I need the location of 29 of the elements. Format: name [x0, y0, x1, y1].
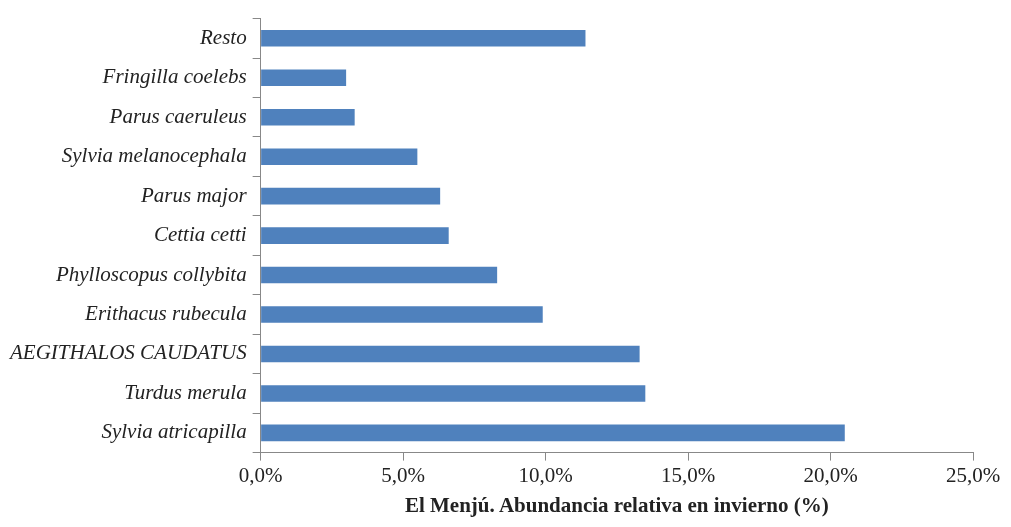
bar: [261, 108, 355, 126]
x-tick-label: 10,0%: [518, 462, 573, 487]
y-tick-label: Resto: [198, 24, 247, 49]
y-tick-label: Parus major: [140, 182, 248, 207]
bar: [261, 266, 498, 284]
x-tick-label: 0,0%: [238, 462, 283, 487]
y-tick-label: Fringilla coelebs: [101, 64, 247, 89]
y-tick-label: Sylvia atricapilla: [101, 419, 247, 444]
bar: [261, 306, 543, 323]
x-axis-title: El Menjú. Abundancia relativa en invierno (%): [404, 492, 829, 517]
bar: [261, 69, 347, 87]
bar: [261, 187, 441, 205]
x-tick-label: 20,0%: [803, 462, 858, 487]
y-tick-label: Phylloscopus collybita: [54, 261, 247, 286]
y-tick-label: Cettia cetti: [153, 222, 247, 247]
bar: [261, 424, 845, 442]
y-tick-label: Sylvia melanocephala: [61, 143, 247, 168]
x-tick-label: 25,0%: [945, 462, 1001, 487]
bar: [261, 345, 640, 363]
x-tick-label: 15,0%: [660, 462, 716, 487]
bar: [261, 30, 586, 47]
bar: [261, 227, 449, 244]
y-tick-label: Turdus merula: [124, 379, 247, 404]
y-tick-label: AEGITHALOS CAUDATUS: [8, 340, 248, 365]
y-tick-label: Parus caeruleus: [108, 103, 247, 128]
bar: [261, 385, 646, 402]
x-tick-label: 5,0%: [381, 462, 425, 487]
bar: [261, 148, 418, 165]
y-tick-label: Erithacus rubecula: [84, 301, 247, 326]
